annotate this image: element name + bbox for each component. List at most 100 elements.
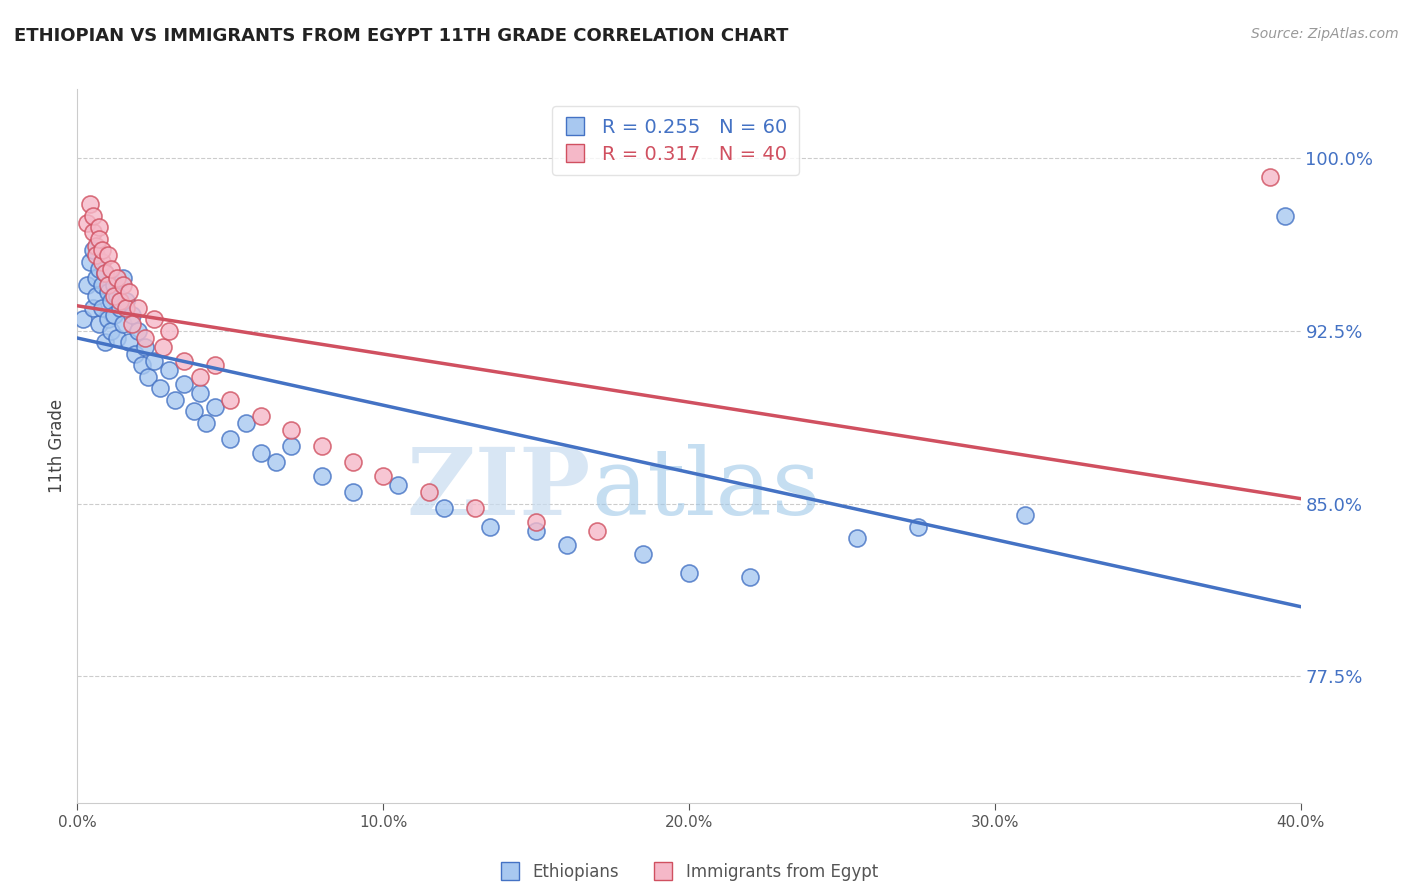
Point [371,469,394,483]
Text: atlas: atlas [591,444,820,533]
Point [387,478,409,492]
Point [586,524,609,538]
Text: Source: ZipAtlas.com: Source: ZipAtlas.com [1251,27,1399,41]
Point [188,386,211,401]
Point [136,370,159,384]
Point [97,312,120,326]
Point [342,485,364,500]
Point [87,261,110,276]
Point [235,416,257,430]
Point [84,271,107,285]
Point [250,409,273,423]
Point [121,317,143,331]
Point [118,285,141,299]
Point [194,416,217,430]
Point [94,335,117,350]
Point [105,331,128,345]
Point [134,340,156,354]
Point [112,271,135,285]
Point [94,266,117,280]
Point [76,216,98,230]
Point [152,340,174,354]
Point [82,209,104,223]
Point [97,277,120,292]
Point [103,289,125,303]
Point [1014,508,1036,522]
Point [97,248,120,262]
Point [72,312,94,326]
Point [250,446,273,460]
Point [87,232,110,246]
Point [173,376,195,391]
Point [118,335,141,350]
Point [846,531,869,545]
Text: ETHIOPIAN VS IMMIGRANTS FROM EGYPT 11TH GRADE CORRELATION CHART: ETHIOPIAN VS IMMIGRANTS FROM EGYPT 11TH … [14,27,789,45]
Point [524,515,547,529]
Point [105,289,128,303]
Point [134,331,156,345]
Point [678,566,700,580]
Point [90,244,112,258]
Point [84,238,107,252]
Point [90,277,112,292]
Point [100,293,122,308]
Point [1258,169,1281,184]
Point [204,359,226,373]
Point [219,392,242,407]
Point [94,266,117,280]
Point [342,455,364,469]
Point [90,301,112,315]
Point [105,271,128,285]
Point [79,197,101,211]
Point [418,485,440,500]
Point [82,225,104,239]
Point [280,423,302,437]
Point [142,312,165,326]
Point [165,392,187,407]
Point [112,317,135,331]
Point [631,547,654,561]
Point [108,301,131,315]
Point [524,524,547,538]
Point [84,248,107,262]
Point [121,308,143,322]
Point [100,324,122,338]
Point [740,570,762,584]
Point [555,538,578,552]
Point [128,324,150,338]
Point [280,439,302,453]
Point [87,220,110,235]
Point [76,277,98,292]
Point [87,317,110,331]
Point [142,354,165,368]
Point [100,261,122,276]
Point [103,277,125,292]
Point [311,469,333,483]
Point [82,301,104,315]
Point [82,244,104,258]
Point [464,501,486,516]
Point [157,324,180,338]
Legend: Ethiopians, Immigrants from Egypt: Ethiopians, Immigrants from Egypt [494,856,884,888]
Point [204,400,226,414]
Point [183,404,205,418]
Point [84,289,107,303]
Point [112,277,135,292]
Point [124,347,146,361]
Point [907,519,929,533]
Point [128,301,150,315]
Point [149,381,172,395]
Point [79,255,101,269]
Point [264,455,287,469]
Point [219,432,242,446]
Point [157,363,180,377]
Point [115,301,138,315]
Point [90,255,112,269]
Text: ZIP: ZIP [406,444,591,533]
Point [97,285,120,299]
Point [115,293,138,308]
Point [188,370,211,384]
Point [1274,209,1296,223]
Point [108,293,131,308]
Point [131,359,153,373]
